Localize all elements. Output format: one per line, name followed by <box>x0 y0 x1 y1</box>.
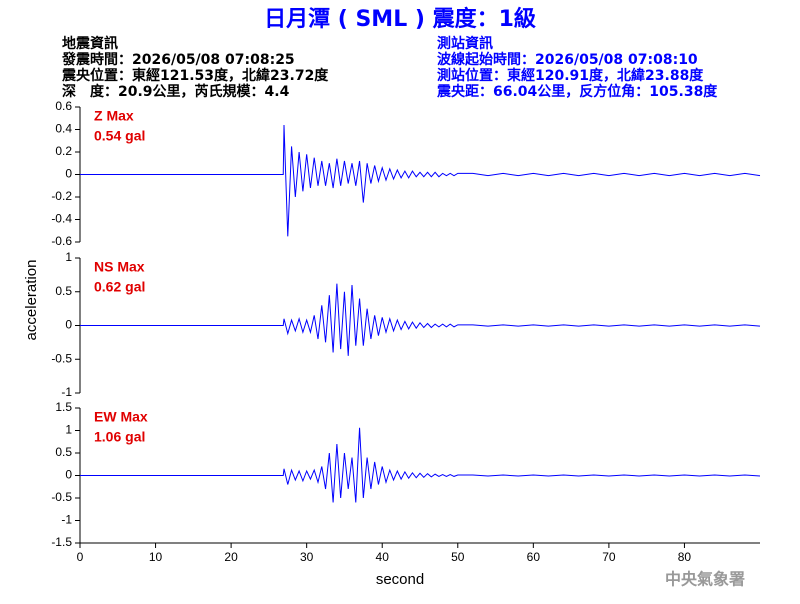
x-tick-label: 0 <box>77 550 84 564</box>
y-tick-label: 0.2 <box>55 144 72 158</box>
y-tick-label: 0 <box>65 468 72 482</box>
x-tick-label: 70 <box>602 550 616 564</box>
y-tick-label: 1 <box>65 423 72 437</box>
info-left: 發震時間：2026/05/08 07:08:25 <box>61 51 295 68</box>
y-tick-label: 1.5 <box>55 400 72 414</box>
x-tick-label: 30 <box>300 550 314 564</box>
waveform <box>80 124 761 237</box>
x-tick-label: 60 <box>527 550 541 564</box>
waveform <box>80 283 761 356</box>
x-tick-label: 20 <box>224 550 238 564</box>
y-tick-label: 0.4 <box>55 122 72 136</box>
x-tick-label: 50 <box>451 550 465 564</box>
y-axis-label: acceleration <box>23 260 40 341</box>
x-tick-label: 40 <box>376 550 390 564</box>
info-right: 波線起始時間：2026/05/08 07:08:10 <box>437 51 698 68</box>
title: 日月潭 ( SML ) 震度：1級 <box>264 6 536 32</box>
info-left: 深 度：20.9公里，芮氏規模：4.4 <box>62 83 290 100</box>
y-tick-label: -0.2 <box>51 189 72 203</box>
y-tick-label: 1 <box>65 250 72 264</box>
y-tick-label: 0 <box>65 167 72 181</box>
y-tick-label: 0 <box>65 318 72 332</box>
waveform <box>80 427 761 503</box>
y-tick-label: 0.5 <box>55 284 72 298</box>
x-tick-label: 80 <box>678 550 692 564</box>
x-tick-label: 10 <box>149 550 163 564</box>
y-tick-label: -0.4 <box>51 212 72 226</box>
max-label: 0.62 gal <box>94 279 145 295</box>
y-tick-label: 0.6 <box>55 99 72 113</box>
max-label: NS Max <box>94 259 145 275</box>
info-left: 震央位置：東經121.53度，北緯23.72度 <box>61 67 329 84</box>
x-axis-label: second <box>376 571 424 588</box>
info-right: 震央距：66.04公里，反方位角：105.38度 <box>436 83 718 100</box>
footer: 中央氣象署 <box>665 570 745 589</box>
y-tick-label: -0.5 <box>51 351 72 365</box>
info-right: 測站位置：東經120.91度，北緯23.88度 <box>437 67 704 84</box>
max-label: 1.06 gal <box>94 429 145 445</box>
max-label: EW Max <box>94 409 148 425</box>
max-label: 0.54 gal <box>94 128 145 144</box>
y-tick-label: -0.6 <box>51 234 72 248</box>
y-tick-label: -1.5 <box>51 535 72 549</box>
info-left: 地震資訊 <box>62 35 118 52</box>
y-tick-label: -1 <box>61 513 72 527</box>
info-right: 測站資訊 <box>437 35 493 52</box>
max-label: Z Max <box>94 108 134 124</box>
y-tick-label: 0.5 <box>55 445 72 459</box>
y-tick-label: -0.5 <box>51 490 72 504</box>
y-tick-label: -1 <box>61 385 72 399</box>
